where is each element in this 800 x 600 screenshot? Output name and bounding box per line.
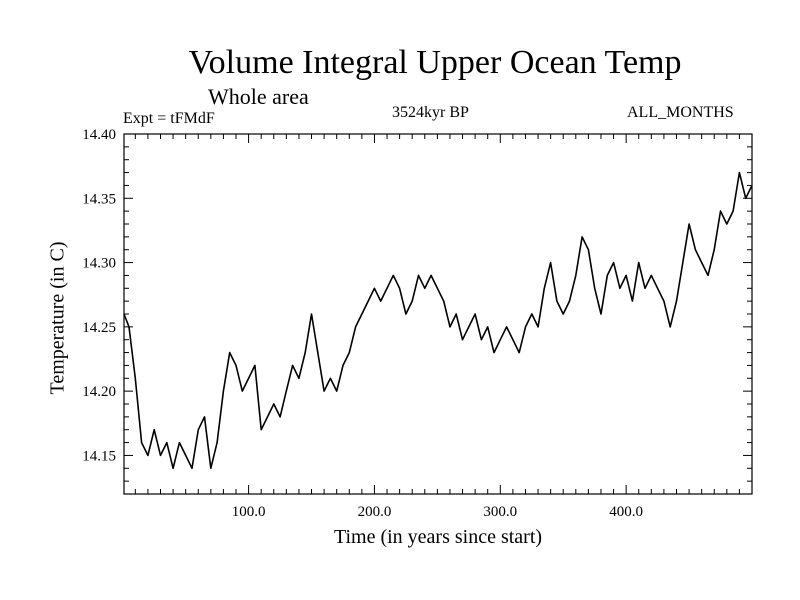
x-axis-label: Time (in years since start) — [333, 526, 543, 548]
y-tick-label: 14.25 — [82, 320, 116, 336]
temperature-line — [123, 171, 753, 470]
x-tick-label: 300.0 — [483, 504, 517, 520]
chart-title: Volume Integral Upper Ocean Temp — [188, 44, 682, 81]
x-tick-label: 400.0 — [609, 504, 643, 520]
y-tick-label: 14.30 — [82, 256, 116, 272]
x-tick-label: 100.0 — [232, 504, 266, 520]
axis-tick-labels: 100.0 200.0 300.0 400.0 14.15 14.20 14.25 14.30… — [82, 127, 643, 520]
y-tick-label: 14.35 — [82, 191, 116, 207]
period-label: 3524kyr BP — [392, 104, 469, 121]
chart-subtitle: Whole area — [208, 84, 309, 109]
months-label: ALL_MONTHS — [627, 104, 734, 121]
y-tick-label: 14.15 — [82, 448, 116, 464]
experiment-label: Expt = tFMdF — [123, 110, 215, 127]
y-tick-label: 14.40 — [82, 127, 116, 143]
axis-ticks — [124, 134, 752, 494]
x-tick-label: 200.0 — [358, 504, 392, 520]
y-tick-label: 14.20 — [82, 384, 116, 400]
